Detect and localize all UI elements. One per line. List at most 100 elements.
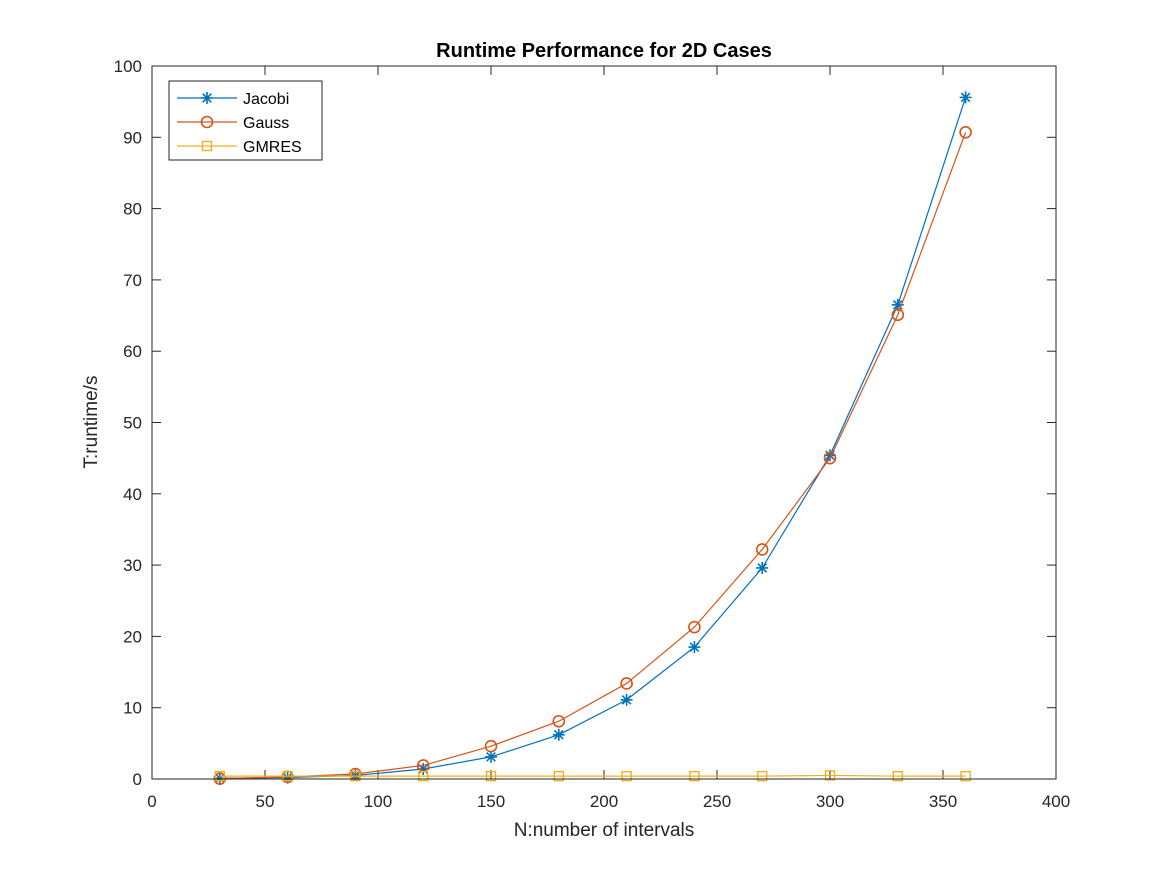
data-point-gmres-shape — [553, 770, 564, 782]
data-point-gmres-shape — [282, 770, 293, 782]
legend-item-jacobi: Jacobi — [177, 91, 289, 108]
data-point-gauss — [552, 714, 566, 728]
data-point-jacobi — [620, 693, 633, 706]
data-point-gmres-shape — [485, 770, 497, 782]
data-point-jacobi — [485, 750, 497, 763]
data-point-jacobi — [281, 771, 294, 784]
legend-item-gauss: Gauss — [177, 115, 289, 132]
legend-marker-jacobi — [201, 92, 213, 104]
data-point-gmres — [757, 770, 768, 782]
x-tick-label: 100 — [364, 792, 392, 811]
data-point-gmres-shape — [757, 770, 768, 782]
y-tick-label: 50 — [123, 414, 142, 433]
data-point-jacobi — [552, 728, 565, 741]
data-point-jacobi — [959, 91, 972, 104]
data-point-gmres — [824, 770, 836, 781]
data-point-jacobi-shape — [959, 91, 972, 104]
x-tick-label: 300 — [816, 792, 844, 811]
ticks-layer: 0 50 100 150 200 250 300 350 400 0 10 20 30 40 50 60 70 8… — [114, 57, 1071, 811]
data-point-gmres — [418, 770, 429, 782]
data-point-gmres — [689, 770, 700, 782]
data-point-gauss-shape — [484, 739, 498, 753]
y-tick-label: 60 — [123, 342, 142, 361]
data-point-gauss-shape — [891, 308, 905, 322]
data-point-jacobi — [688, 641, 701, 654]
legend-box — [168, 80, 323, 161]
y-axis-label: T:runtime/s — [81, 376, 102, 469]
data-point-jacobi — [824, 449, 836, 462]
axes-background — [152, 66, 1056, 779]
legend-label-gmres: GMRES — [243, 139, 302, 156]
data-point-gauss — [349, 767, 362, 781]
data-point-gmres-shape — [214, 770, 226, 782]
data-point-gauss — [823, 451, 837, 465]
data-point-gauss-shape — [823, 451, 837, 465]
y-tick-label: 30 — [123, 556, 142, 575]
legend-label-gauss: Gauss — [243, 115, 289, 132]
data-point-gmres — [553, 770, 564, 782]
plot-area: 0 50 100 150 200 250 300 350 400 0 10 20 30 40 50 60 70 8… — [114, 57, 1071, 811]
data-point-gauss — [755, 543, 769, 556]
chart-title: Runtime Performance for 2D Cases — [436, 40, 772, 62]
legend-marker-gmres-shape — [201, 140, 213, 152]
data-point-gmres-shape — [350, 770, 361, 782]
y-tick-label: 20 — [123, 627, 142, 646]
legend-marker-gauss-shape — [200, 115, 214, 129]
data-point-gauss-shape — [620, 677, 633, 690]
legend-label-jacobi: Jacobi — [243, 91, 289, 108]
series-line-gmres — [219, 774, 966, 777]
data-point-gauss — [959, 126, 972, 139]
x-tick-label: 200 — [590, 792, 618, 811]
x-tick-label: 50 — [256, 792, 275, 811]
data-point-gauss-shape — [349, 767, 362, 781]
data-point-gmres-shape — [418, 770, 429, 782]
series-gmres — [214, 770, 971, 782]
y-tick-label: 0 — [133, 770, 142, 789]
data-point-gauss-shape — [959, 126, 972, 139]
data-point-jacobi — [891, 298, 904, 311]
x-tick-label: 150 — [477, 792, 505, 811]
data-point-gmres — [282, 770, 293, 782]
data-point-jacobi — [756, 561, 769, 574]
data-point-gmres — [621, 770, 632, 782]
data-point-jacobi-shape — [824, 449, 836, 462]
x-tick-label: 0 — [147, 792, 156, 811]
data-point-gauss — [891, 308, 905, 322]
data-point-gauss — [484, 739, 498, 753]
data-point-jacobi-shape — [281, 771, 294, 784]
y-tick-label: 40 — [123, 485, 142, 504]
legend: Jacobi Gauss GMRES — [168, 80, 323, 161]
data-point-gmres-shape — [824, 770, 836, 781]
data-point-gmres-shape — [689, 770, 700, 782]
legend-item-gmres: GMRES — [177, 139, 302, 156]
data-point-jacobi-shape — [485, 750, 497, 763]
data-point-jacobi-shape — [620, 693, 633, 706]
series-layer — [213, 91, 972, 785]
data-point-jacobi-shape — [552, 728, 565, 741]
data-point-jacobi-shape — [756, 561, 769, 574]
data-point-gmres — [350, 770, 361, 782]
data-point-gmres — [960, 770, 971, 782]
y-tick-label: 10 — [123, 699, 142, 718]
data-point-jacobi-shape — [688, 641, 701, 654]
data-point-gmres-shape — [621, 770, 632, 782]
data-point-jacobi-shape — [891, 298, 904, 311]
data-point-jacobi — [349, 769, 362, 782]
x-tick-label: 250 — [703, 792, 731, 811]
y-tick-label: 80 — [123, 200, 142, 219]
series-line-gauss — [219, 132, 967, 780]
data-point-gmres — [892, 770, 903, 782]
data-point-gmres-shape — [960, 770, 971, 782]
axes-box — [151, 65, 1057, 780]
y-tick-label: 90 — [123, 128, 142, 147]
legend-marker-gauss — [200, 115, 214, 129]
y-tick-label: 100 — [114, 57, 142, 76]
legend-marker-jacobi-shape — [201, 92, 213, 104]
data-point-gauss-shape — [552, 714, 566, 728]
data-point-jacobi-shape — [349, 769, 362, 782]
data-point-gauss — [620, 677, 633, 690]
x-tick-label: 350 — [929, 792, 957, 811]
data-point-jacobi-shape — [417, 763, 430, 776]
y-tick-label: 70 — [123, 271, 142, 290]
